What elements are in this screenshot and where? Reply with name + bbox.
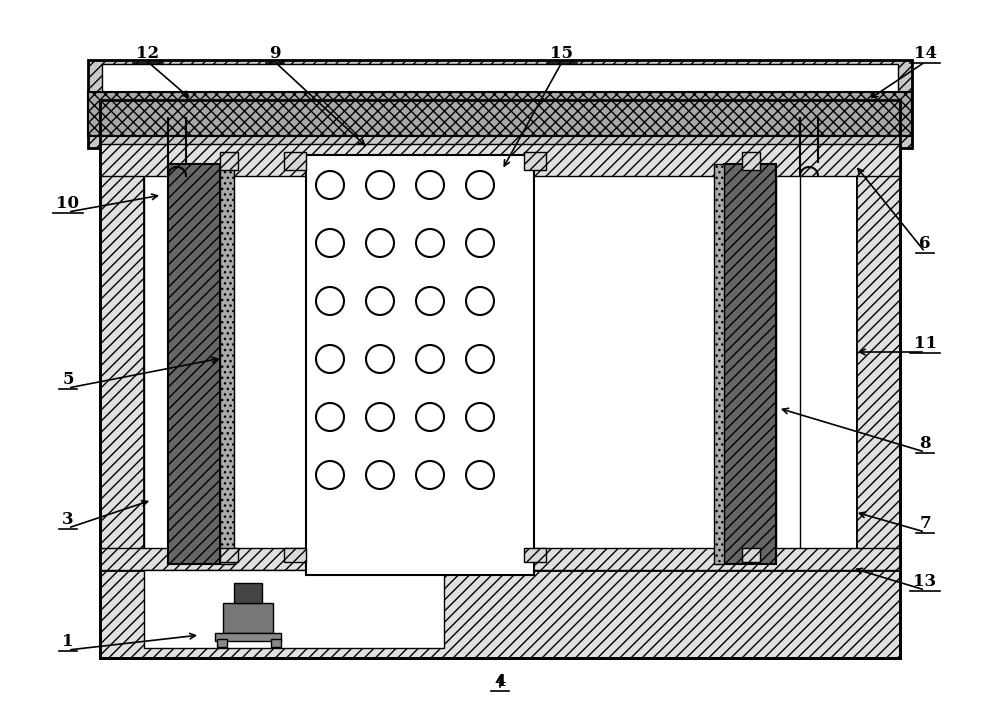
Bar [306, 155, 534, 575]
Circle shape [316, 345, 344, 373]
Circle shape [466, 287, 494, 315]
Circle shape [466, 345, 494, 373]
Bar [284, 548, 306, 562]
Text: 10: 10 [56, 195, 80, 212]
Bar [234, 164, 704, 564]
Circle shape [316, 229, 344, 257]
Text: 12: 12 [136, 45, 160, 62]
Bar [223, 603, 273, 633]
Text: 8: 8 [919, 435, 931, 452]
Bar [220, 152, 238, 170]
Circle shape [366, 287, 394, 315]
Bar [220, 164, 234, 564]
Text: 9: 9 [269, 45, 281, 62]
Circle shape [416, 287, 444, 315]
Bar [144, 164, 168, 564]
Bar [284, 152, 306, 170]
Circle shape [416, 229, 444, 257]
Bar [234, 583, 262, 603]
Bar [100, 570, 900, 658]
Bar [742, 152, 760, 170]
Bar [144, 570, 444, 648]
Circle shape [366, 345, 394, 373]
Bar [742, 548, 760, 562]
Text: 14: 14 [914, 45, 936, 62]
Bar [724, 164, 776, 564]
Text: 5: 5 [62, 371, 74, 388]
Bar [856, 100, 900, 658]
Text: 11: 11 [914, 335, 936, 352]
Circle shape [366, 403, 394, 431]
Circle shape [416, 403, 444, 431]
Bar [524, 548, 546, 562]
Circle shape [366, 229, 394, 257]
Circle shape [316, 403, 344, 431]
Bar [271, 639, 281, 647]
Circle shape [316, 171, 344, 199]
Circle shape [316, 461, 344, 489]
Text: 15: 15 [550, 45, 574, 62]
Text: 7: 7 [919, 515, 931, 532]
Circle shape [316, 287, 344, 315]
Circle shape [416, 345, 444, 373]
Bar [524, 152, 546, 170]
Text: 1: 1 [62, 633, 74, 650]
Circle shape [366, 171, 394, 199]
Circle shape [416, 171, 444, 199]
Circle shape [466, 171, 494, 199]
Bar [100, 100, 144, 658]
Bar [168, 164, 220, 564]
Circle shape [466, 461, 494, 489]
Bar [220, 548, 238, 562]
Bar [102, 64, 898, 96]
Bar [217, 639, 227, 647]
Text: 6: 6 [919, 235, 931, 252]
Circle shape [416, 461, 444, 489]
Bar [88, 92, 912, 136]
Circle shape [466, 229, 494, 257]
Circle shape [366, 461, 394, 489]
Bar [100, 100, 900, 658]
Bar [714, 164, 724, 564]
Bar [88, 60, 912, 148]
Bar [100, 548, 900, 570]
Bar [215, 633, 281, 641]
Text: 3: 3 [62, 511, 74, 528]
Bar [776, 164, 800, 564]
Text: 13: 13 [913, 573, 937, 590]
Text: 4: 4 [494, 673, 506, 690]
Bar [100, 144, 900, 176]
Circle shape [466, 403, 494, 431]
Bar [144, 144, 856, 570]
